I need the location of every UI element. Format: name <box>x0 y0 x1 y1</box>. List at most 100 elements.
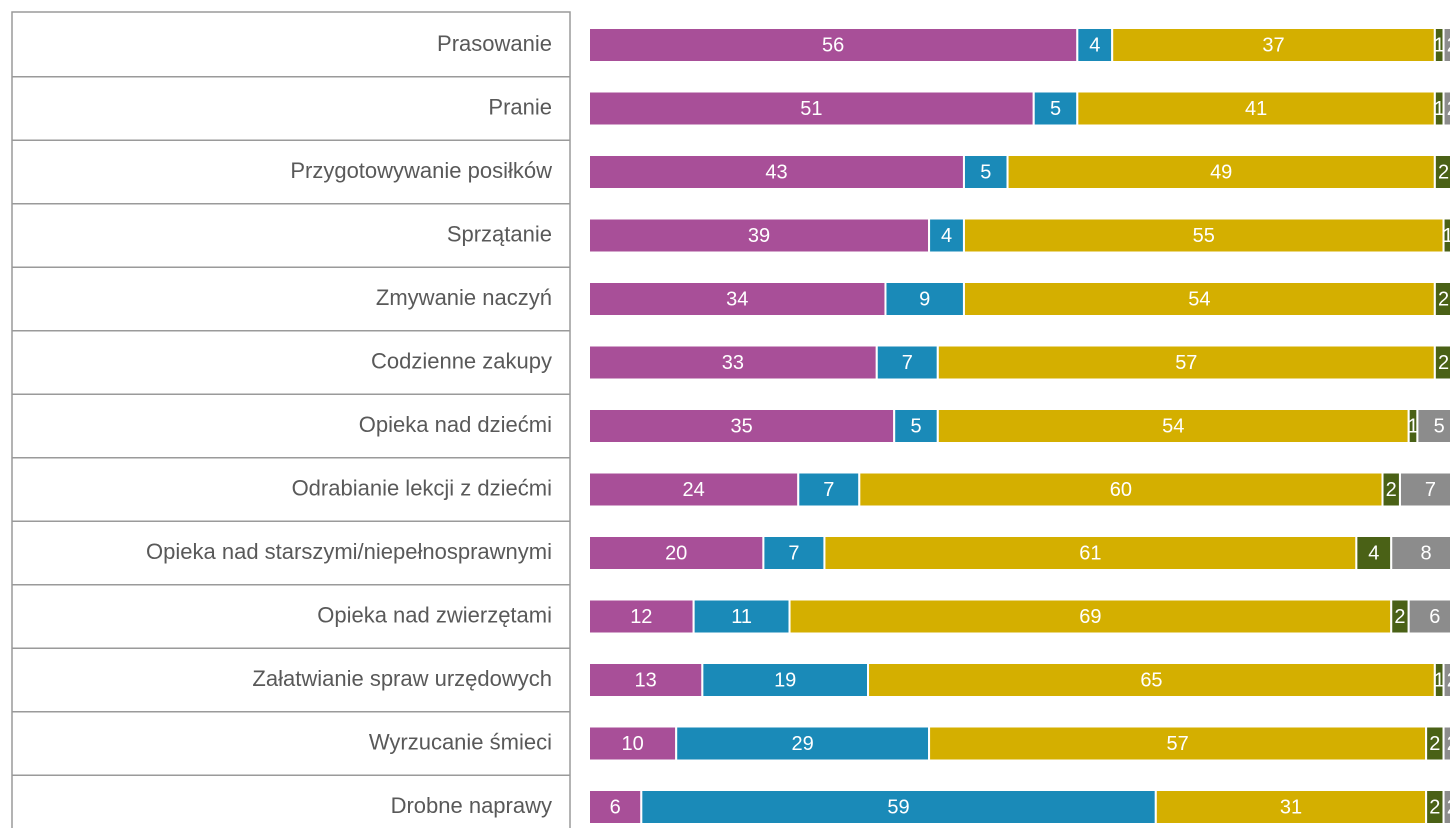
value-label: 4 <box>941 225 952 247</box>
value-label: 2 <box>1438 161 1449 183</box>
value-label: 6 <box>1429 606 1440 628</box>
bar-segment <box>936 344 1436 381</box>
bar-segment <box>1390 535 1450 571</box>
category-label: Opieka nad dziećmi <box>359 412 552 437</box>
value-label: 2 <box>1447 796 1450 818</box>
value-label: 13 <box>635 669 657 691</box>
value-label: 5 <box>1050 98 1061 120</box>
value-label: 4 <box>1089 34 1100 56</box>
bar-segment <box>1433 154 1450 190</box>
value-label: 2 <box>1438 288 1449 310</box>
bar-segment <box>884 281 965 317</box>
value-label: 61 <box>1079 542 1101 564</box>
value-label: 34 <box>726 288 748 310</box>
value-label: 1 <box>1434 669 1445 691</box>
value-label: 2 <box>1447 669 1450 691</box>
bar-segment <box>701 662 870 698</box>
value-label: 57 <box>1166 733 1188 755</box>
value-label: 43 <box>765 161 787 183</box>
category-label: Przygotowywanie posiłków <box>290 158 552 183</box>
bar-segment <box>1433 281 1450 317</box>
bar-segment <box>588 471 800 508</box>
bar-segment <box>1111 27 1436 63</box>
bar-segment <box>640 789 1157 825</box>
bar-segment <box>1398 471 1450 508</box>
bar-segment <box>1442 27 1450 63</box>
value-label: 1 <box>1442 225 1450 247</box>
bar-segment <box>762 535 826 571</box>
bar-segment <box>1006 154 1436 190</box>
bar-segment <box>797 471 861 508</box>
value-label: 33 <box>722 352 744 374</box>
value-label: 31 <box>1280 796 1302 818</box>
value-label: 2 <box>1429 733 1440 755</box>
bar-segment <box>588 217 931 254</box>
value-label: 29 <box>792 733 814 755</box>
category-label: Wyrzucanie śmieci <box>369 729 552 754</box>
category-label: Drobne naprawy <box>391 793 552 818</box>
value-label: 69 <box>1079 606 1101 628</box>
value-label: 7 <box>823 479 834 501</box>
bar-segment <box>1355 535 1393 571</box>
bar-segment <box>928 725 1428 762</box>
category-label: Załatwianie spraw urzędowych <box>252 666 552 691</box>
value-label: 7 <box>902 352 913 374</box>
bar-segment <box>1407 598 1450 635</box>
bar-segment <box>1442 90 1450 127</box>
category-label: Zmywanie naczyń <box>376 285 552 310</box>
bar-segment <box>1442 217 1450 254</box>
value-label: 11 <box>731 606 752 628</box>
bar-segment <box>1442 789 1450 825</box>
value-label: 2 <box>1429 796 1440 818</box>
value-label: 2 <box>1438 352 1449 374</box>
category-label: Prasowanie <box>437 31 552 56</box>
value-label: 54 <box>1162 415 1184 437</box>
value-label: 41 <box>1245 98 1267 120</box>
bar-segment <box>1442 662 1450 698</box>
value-label: 1 <box>1434 98 1445 120</box>
bar-segment <box>788 598 1393 635</box>
category-label: Sprzątanie <box>447 221 552 246</box>
value-label: 24 <box>683 479 705 501</box>
value-label: 19 <box>774 669 796 691</box>
value-label: 4 <box>1368 542 1379 564</box>
bar-segment <box>1416 408 1450 444</box>
value-label: 60 <box>1110 479 1132 501</box>
value-label: 35 <box>730 415 752 437</box>
category-label: Odrabianie lekcji z dziećmi <box>292 475 552 500</box>
value-label: 7 <box>788 542 799 564</box>
value-label: 7 <box>1425 479 1436 501</box>
value-label: 1 <box>1434 34 1445 56</box>
value-label: 6 <box>610 796 621 818</box>
value-label: 65 <box>1140 669 1162 691</box>
bar-segment <box>588 281 887 317</box>
value-label: 2 <box>1447 34 1450 56</box>
value-label: 2 <box>1447 733 1450 755</box>
value-label: 49 <box>1210 161 1232 183</box>
value-label: 8 <box>1421 542 1432 564</box>
value-label: 59 <box>887 796 909 818</box>
value-label: 5 <box>980 161 991 183</box>
value-label: 2 <box>1394 606 1405 628</box>
value-label: 54 <box>1188 288 1210 310</box>
value-label: 12 <box>630 606 652 628</box>
value-label: 2 <box>1386 479 1397 501</box>
bar-segment <box>875 344 939 381</box>
value-label: 5 <box>910 415 921 437</box>
category-label: Pranie <box>488 94 552 119</box>
value-label: 10 <box>621 733 643 755</box>
bar-segment <box>962 217 1445 254</box>
bar-segment <box>928 217 965 254</box>
bar-segment <box>1433 344 1450 381</box>
bar-segment <box>823 535 1358 571</box>
bar-segment <box>588 535 765 571</box>
value-label: 5 <box>1434 415 1445 437</box>
label-panel <box>11 11 571 828</box>
bar-segment <box>588 662 704 698</box>
bar-segment <box>588 344 878 381</box>
value-label: 2 <box>1447 98 1450 120</box>
value-label: 20 <box>665 542 687 564</box>
bar-segment <box>1032 90 1079 127</box>
value-label: 39 <box>748 225 770 247</box>
